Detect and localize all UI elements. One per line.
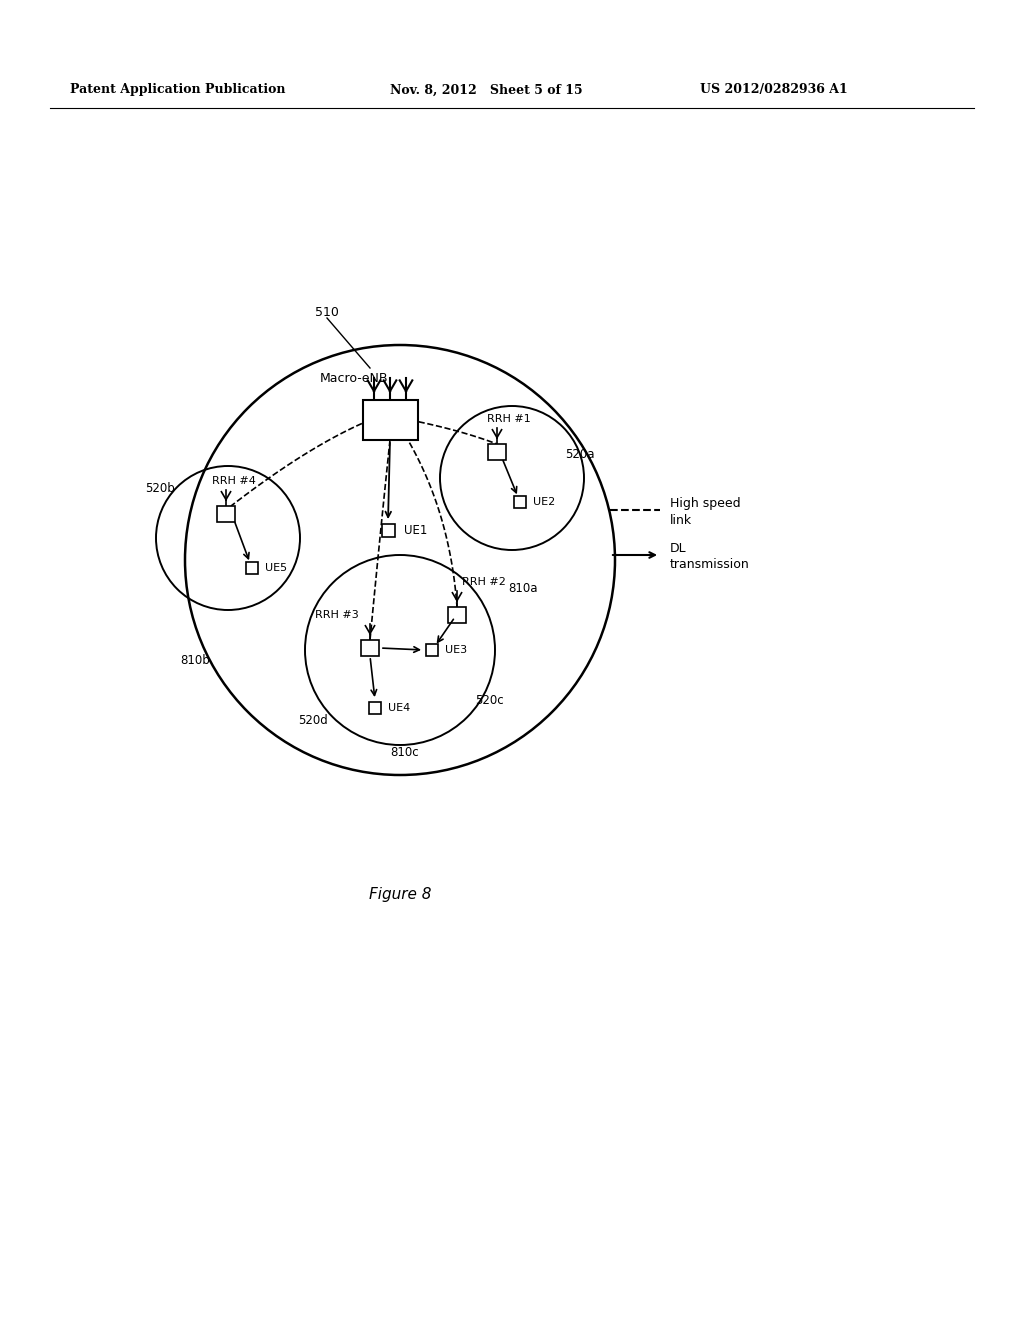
Text: RRH #2: RRH #2	[462, 577, 506, 587]
Bar	[362, 400, 418, 440]
Text: RRH #3: RRH #3	[315, 610, 358, 620]
Text: UE1: UE1	[404, 524, 427, 536]
Text: DL: DL	[670, 541, 687, 554]
Text: Macro-eNB: Macro-eNB	[319, 371, 388, 384]
Text: UE4: UE4	[388, 704, 411, 713]
Text: 810b: 810b	[180, 653, 210, 667]
Text: UE2: UE2	[534, 498, 555, 507]
Text: UE5: UE5	[265, 564, 287, 573]
Bar	[488, 444, 506, 459]
Text: Figure 8: Figure 8	[369, 887, 431, 903]
Text: link: link	[670, 513, 692, 527]
Text: UE3: UE3	[445, 645, 467, 655]
Text: 520a: 520a	[565, 449, 595, 462]
Text: 810c: 810c	[390, 747, 419, 759]
Bar	[361, 640, 379, 656]
Text: 520c: 520c	[475, 693, 504, 706]
Bar	[514, 496, 526, 508]
Bar	[382, 524, 394, 536]
Text: 520d: 520d	[298, 714, 328, 726]
Bar	[449, 607, 466, 623]
Text: RRH #1: RRH #1	[487, 414, 530, 424]
Text: transmission: transmission	[670, 558, 750, 572]
Text: 810a: 810a	[508, 582, 538, 594]
Bar	[369, 702, 381, 714]
Text: High speed: High speed	[670, 496, 740, 510]
Bar	[217, 506, 234, 521]
Bar	[246, 562, 258, 574]
Text: RRH #4: RRH #4	[212, 477, 256, 486]
Text: Nov. 8, 2012   Sheet 5 of 15: Nov. 8, 2012 Sheet 5 of 15	[390, 83, 583, 96]
Text: US 2012/0282936 A1: US 2012/0282936 A1	[700, 83, 848, 96]
Text: Patent Application Publication: Patent Application Publication	[70, 83, 286, 96]
Text: 520b: 520b	[145, 482, 175, 495]
Bar	[426, 644, 438, 656]
Text: 510: 510	[315, 305, 339, 318]
